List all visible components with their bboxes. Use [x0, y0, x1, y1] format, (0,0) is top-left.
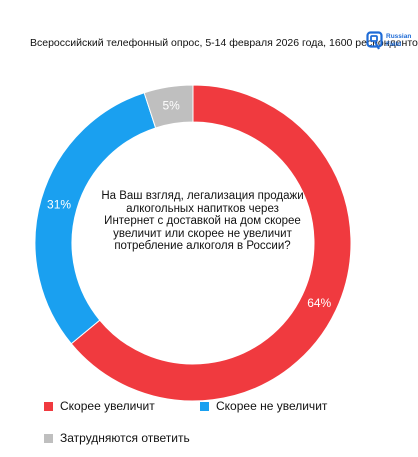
legend-item-no-increase: Скорее не увеличит [200, 399, 327, 413]
brand-line-2: Field [386, 41, 402, 48]
slice-label-undecided: 5% [163, 99, 181, 113]
legend-item-undecided: Затрудняются ответить [44, 431, 190, 445]
slice-label-increase: 64% [307, 296, 331, 310]
legend-label-undecided: Затрудняются ответить [60, 431, 190, 445]
legend-swatch-undecided [44, 433, 53, 443]
brand-line-1: Russian [386, 33, 412, 40]
donut-slice-undecided [143, 84, 194, 129]
legend-swatch-no-increase [200, 401, 209, 411]
legend-label-no-increase: Скорее не увеличит [216, 399, 328, 413]
slice-label-no-increase: 31% [47, 198, 71, 212]
chart-question: На Ваш взгляд, легализация продажи алког… [101, 190, 304, 253]
russian-field-logo: Russian Field [366, 30, 412, 54]
russian-field-logo-icon [366, 31, 383, 50]
survey-subtitle: Всероссийский телефонный опрос, 5-14 фев… [30, 37, 418, 49]
legend-item-increase: Скорее увеличит [44, 399, 155, 413]
legend-swatch-increase [44, 401, 53, 411]
donut-slice-increase [70, 84, 352, 402]
legend-label-increase: Скорее увеличит [60, 399, 155, 413]
